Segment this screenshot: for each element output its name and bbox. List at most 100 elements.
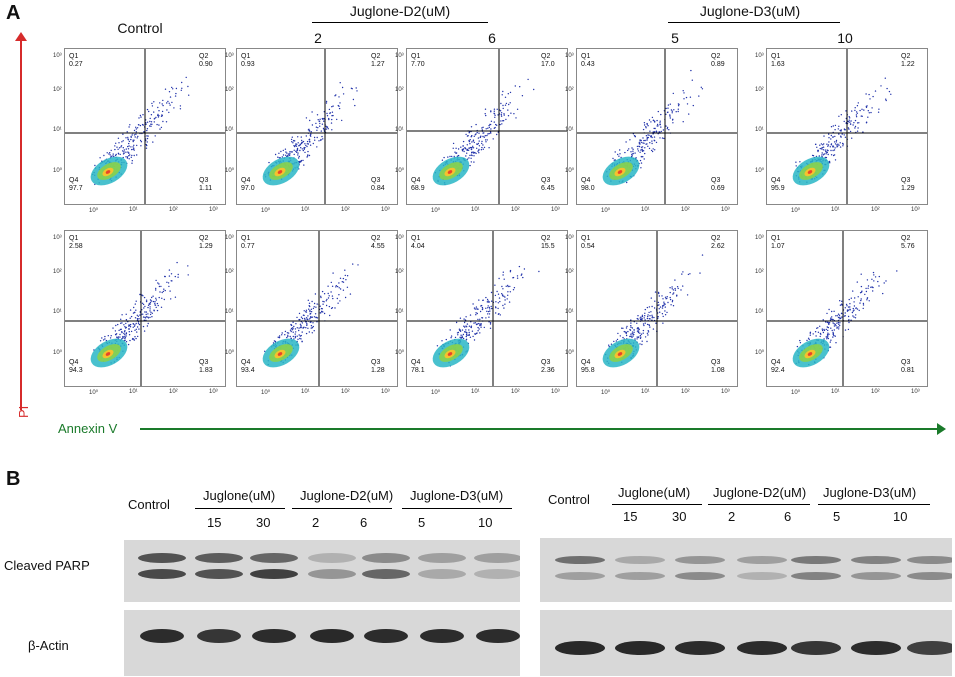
quadrant-percent: 1.08 [711, 367, 725, 374]
quadrant-q1-label: Q1 1.63 [771, 53, 785, 69]
quadrant-name: Q1 [771, 235, 781, 242]
quadrant-q4-label: Q4 95.8 [581, 359, 595, 375]
y-tick-label: 10⁰ [395, 168, 405, 174]
quadrant-percent: 1.29 [199, 243, 213, 250]
header-d2-dose-2: 2 [314, 30, 322, 46]
quadrant-name: Q3 [199, 177, 209, 184]
y-tick-label: 10⁰ [53, 350, 63, 356]
quadrant-name: Q3 [541, 359, 551, 366]
y-tick-label: 10³ [225, 53, 234, 59]
x-tick-label: 10² [681, 389, 690, 395]
quadrant-name: Q4 [69, 177, 79, 184]
header-d3-dose-5: 5 [671, 30, 679, 46]
right-header-juglone: Juglone(uM) [618, 485, 691, 500]
x-tick-label: 10² [871, 389, 880, 395]
y-tick-label: 10⁰ [225, 168, 235, 174]
flow-plot: Q1 1.07 Q2 5.76 Q3 0.81 Q4 92.4 10⁰ 10¹ 10² 10³ 10⁰ 1… [755, 230, 928, 396]
x-tick-label: 10⁰ [791, 208, 801, 214]
quadrant-q4-label: Q4 92.4 [771, 359, 785, 375]
quadrant-q1-label: Q1 4.04 [411, 235, 425, 251]
quadrant-q3-label: Q3 2.36 [541, 359, 555, 375]
quadrant-name: Q1 [581, 53, 591, 60]
right-dose-5: 5 [833, 509, 841, 524]
quadrant-percent: 98.0 [581, 185, 595, 192]
y-tick-label: 10³ [395, 235, 404, 241]
quadrant-percent: 1.27 [371, 61, 385, 68]
quadrant-q2-label: Q2 0.89 [711, 53, 725, 69]
left-header-control: Control [128, 497, 170, 512]
y-tick-label: 10³ [53, 235, 62, 241]
y-tick-label: 10² [395, 87, 404, 93]
header-d3-rule [668, 22, 840, 23]
left-rule-d3 [402, 508, 512, 509]
y-tick-label: 10² [565, 87, 574, 93]
quadrant-percent: 2.62 [711, 243, 725, 250]
x-tick-label: 10¹ [831, 389, 840, 395]
x-tick-label: 10³ [381, 389, 390, 395]
panel-b-letter: B [6, 468, 21, 490]
quadrant-name: Q2 [541, 235, 551, 242]
left-rule-d2 [292, 508, 392, 509]
quadrant-q4-label: Q4 95.9 [771, 177, 785, 193]
quadrant-q1-label: Q1 0.54 [581, 235, 595, 251]
quadrant-name: Q4 [69, 359, 79, 366]
quadrant-percent: 1.29 [901, 185, 915, 192]
y-tick-label: 10² [225, 269, 234, 275]
header-d3-group: Juglone-D3(uM) [699, 3, 801, 19]
y-tick-label: 10³ [395, 53, 404, 59]
quadrant-percent: 0.81 [901, 367, 915, 374]
quadrant-name: Q2 [371, 53, 381, 60]
right-dose-10: 10 [893, 509, 908, 524]
y-tick-label: 10⁰ [395, 350, 405, 356]
x-tick-label: 10³ [381, 207, 390, 213]
y-tick-label: 10² [565, 269, 574, 275]
quadrant-q3-label: Q3 0.84 [371, 177, 385, 193]
scatter-cloud [577, 231, 737, 386]
y-tick-label: 10³ [755, 235, 764, 241]
panel-a-letter: A [6, 2, 21, 24]
flow-plot: Q1 0.77 Q2 4.55 Q3 1.28 Q4 93.4 10⁰ 10¹ 10² 10³ 10⁰ 1… [225, 230, 398, 396]
x-tick-label: 10² [511, 207, 520, 213]
quadrant-name: Q3 [711, 359, 721, 366]
y-tick-label: 10³ [53, 53, 62, 59]
right-dose-2: 2 [728, 509, 736, 524]
scatter-cloud [65, 231, 225, 386]
flow-plot: Q1 0.93 Q2 1.27 Q3 0.84 Q4 97.0 10⁰ 10¹ 10² 10³ 10⁰ 1… [225, 48, 398, 214]
quadrant-percent: 68.9 [411, 185, 425, 192]
flow-plot: Q1 7.70 Q2 17.0 Q3 6.45 Q4 68.9 10⁰ 10¹ 10² 10³ 10⁰ 1… [395, 48, 568, 214]
y-tick-label: 10² [755, 87, 764, 93]
quadrant-name: Q4 [241, 177, 251, 184]
quadrant-name: Q2 [901, 235, 911, 242]
right-rule-d2 [708, 504, 810, 505]
left-header-d3: Juglone-D3(uM) [410, 488, 504, 503]
y-tick-label: 10¹ [225, 127, 234, 133]
quadrant-percent: 1.11 [199, 185, 213, 192]
x-tick-label: 10¹ [471, 389, 480, 395]
quadrant-percent: 7.70 [411, 61, 425, 68]
flow-plot: Q1 0.43 Q2 0.89 Q3 0.69 Q4 98.0 10⁰ 10¹ 10² 10³ 10⁰ 1… [565, 48, 738, 214]
quadrant-percent: 2.36 [541, 367, 555, 374]
quadrant-name: Q1 [241, 235, 251, 242]
quadrant-name: Q1 [771, 53, 781, 60]
quadrant-name: Q1 [69, 53, 79, 60]
quadrant-percent: 0.89 [711, 61, 725, 68]
quadrant-percent: 1.22 [901, 61, 915, 68]
quadrant-q3-label: Q3 1.11 [199, 177, 212, 193]
quadrant-q1-label: Q1 0.27 [69, 53, 83, 69]
quadrant-percent: 92.4 [771, 367, 785, 374]
x-tick-label: 10² [341, 207, 350, 213]
quadrant-name: Q2 [901, 53, 911, 60]
quadrant-percent: 1.83 [199, 367, 213, 374]
quadrant-name: Q2 [199, 53, 209, 60]
quadrant-name: Q2 [711, 235, 721, 242]
quadrant-q2-label: Q2 4.55 [371, 235, 385, 251]
x-tick-label: 10³ [209, 207, 218, 213]
quadrant-name: Q1 [241, 53, 251, 60]
x-tick-label: 10³ [721, 389, 730, 395]
left-header-d2: Juglone-D2(uM) [300, 488, 394, 503]
flow-plot: Q1 4.04 Q2 15.5 Q3 2.36 Q4 78.1 10⁰ 10¹ 10² 10³ 10⁰ 1… [395, 230, 568, 396]
x-tick-label: 10¹ [301, 207, 310, 213]
x-tick-label: 10³ [551, 389, 560, 395]
x-tick-label: 10¹ [129, 389, 138, 395]
y-tick-label: 10² [395, 269, 404, 275]
